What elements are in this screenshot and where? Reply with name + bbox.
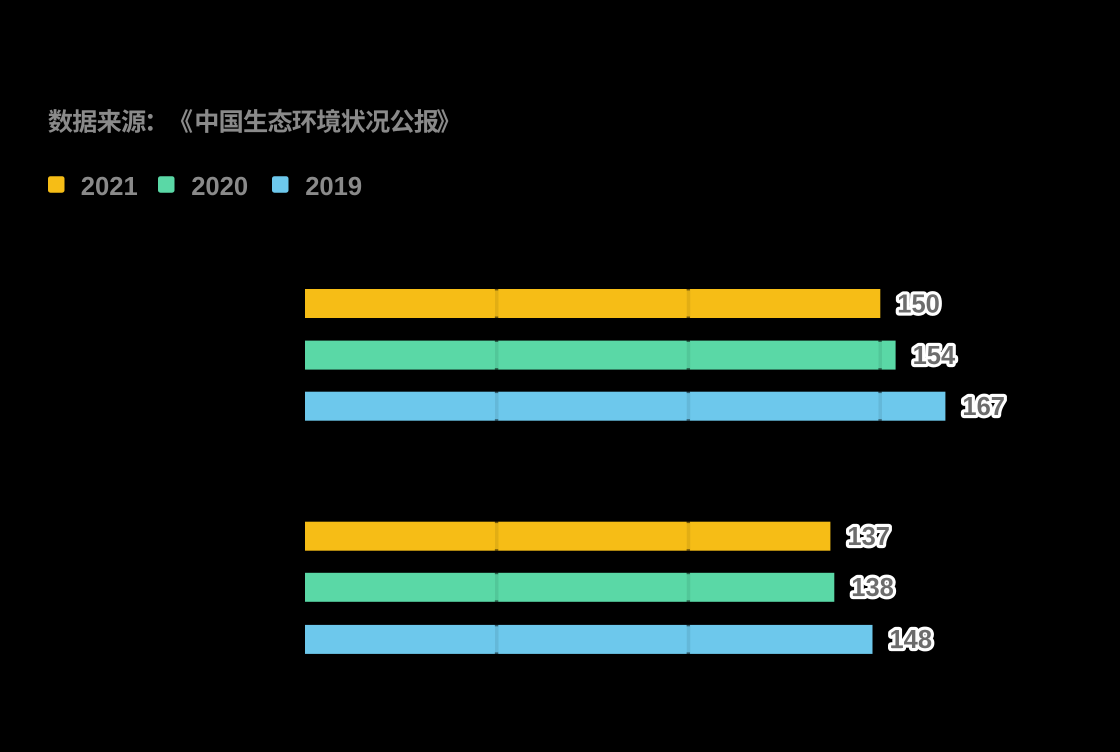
svg-text:154: 154 (913, 342, 956, 370)
svg-text:148: 148 (890, 626, 933, 654)
svg-text:150: 150 (897, 290, 940, 318)
svg-text:2020: 2020 (191, 173, 248, 201)
svg-text:138: 138 (851, 574, 894, 602)
svg-text:137: 137 (847, 523, 890, 551)
svg-text:167: 167 (962, 393, 1005, 421)
svg-text:2021: 2021 (81, 173, 138, 201)
svg-text:2019: 2019 (305, 173, 362, 201)
